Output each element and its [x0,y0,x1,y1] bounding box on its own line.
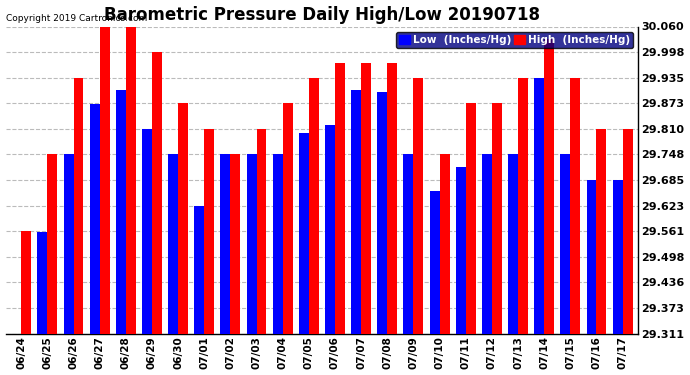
Bar [90,104,99,334]
Bar [377,92,387,334]
Bar [168,154,178,334]
Bar [273,154,283,334]
Bar [404,154,413,334]
Bar [178,103,188,334]
Bar [518,78,528,334]
Bar [99,27,110,334]
Bar [152,52,162,334]
Bar [440,154,449,334]
Title: Barometric Pressure Daily High/Low 20190718: Barometric Pressure Daily High/Low 20190… [104,6,540,24]
Bar [116,90,126,334]
Bar [309,78,319,334]
Bar [257,129,266,334]
Bar [387,63,397,334]
Bar [63,154,74,334]
Text: Copyright 2019 Cartronics.com: Copyright 2019 Cartronics.com [6,14,147,23]
Bar [299,133,309,334]
Bar [571,78,580,334]
Bar [413,78,424,334]
Bar [544,39,554,334]
Bar [142,129,152,334]
Bar [283,103,293,334]
Bar [456,167,466,334]
Bar [560,154,571,334]
Bar [351,90,361,334]
Bar [466,103,475,334]
Legend: Low  (Inches/Hg), High  (Inches/Hg): Low (Inches/Hg), High (Inches/Hg) [396,32,633,48]
Bar [492,103,502,334]
Bar [508,154,518,334]
Bar [613,180,622,334]
Bar [325,125,335,334]
Bar [430,190,440,334]
Bar [221,154,230,334]
Bar [534,78,544,334]
Bar [586,180,596,334]
Bar [361,63,371,334]
Bar [622,129,633,334]
Bar [195,206,204,334]
Bar [596,129,607,334]
Bar [204,129,214,334]
Bar [246,154,257,334]
Bar [48,154,57,334]
Bar [482,154,492,334]
Bar [126,27,136,334]
Bar [74,78,83,334]
Bar [335,63,345,334]
Bar [37,231,48,334]
Bar [21,231,31,334]
Bar [230,154,240,334]
